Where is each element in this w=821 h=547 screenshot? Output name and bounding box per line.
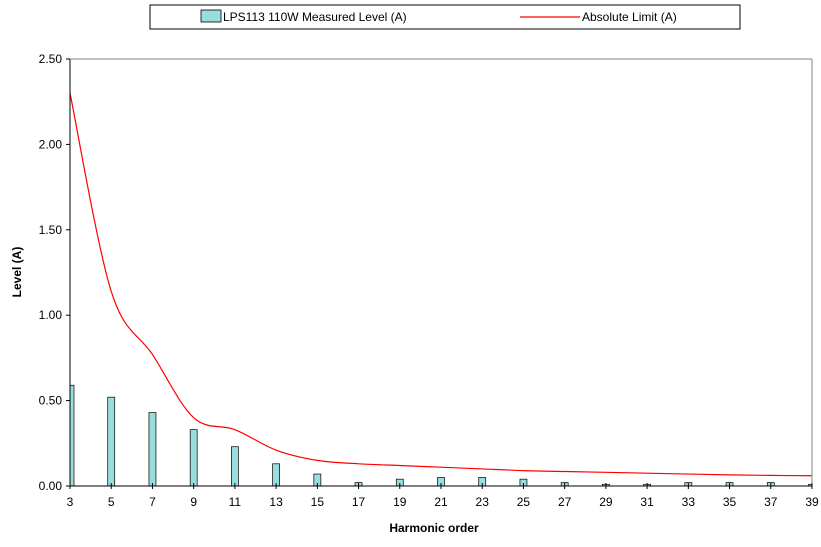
- bar-h9: [189, 429, 198, 487]
- x-tick-label: 25: [517, 495, 531, 509]
- y-tick-label: 1.00: [39, 308, 63, 322]
- x-tick-label: 35: [723, 495, 737, 509]
- legend-box: [149, 4, 741, 30]
- bar-h7: [148, 412, 157, 487]
- x-tick-label: 29: [599, 495, 613, 509]
- legend-swatch-measured-level: [200, 9, 222, 23]
- x-tick-label: 23: [476, 495, 490, 509]
- axes: [69, 58, 813, 487]
- y-tick-label: 0.50: [39, 394, 63, 408]
- x-tick-label: 13: [269, 495, 283, 509]
- bar-h5: [107, 396, 116, 487]
- x-tick-label: 19: [393, 495, 407, 509]
- x-tick-label: 5: [108, 495, 115, 509]
- x-axis-title: Harmonic order: [389, 521, 479, 535]
- y-tick-label: 2.50: [39, 52, 63, 66]
- x-tick-label: 7: [149, 495, 156, 509]
- bar-h11: [231, 446, 239, 487]
- y-tick-label: 1.50: [39, 223, 63, 237]
- x-tick-label: 39: [805, 495, 819, 509]
- x-axis-ticks: 3 5 7 9 11 13 15 17 19 21 23 25 27 29 31 33 35 37 39: [67, 483, 819, 509]
- x-tick-label: 31: [640, 495, 654, 509]
- legend-label-absolute-limit: Absolute Limit (A): [582, 10, 677, 24]
- bar-h3: [69, 384, 75, 487]
- x-tick-label: 15: [311, 495, 325, 509]
- plot-area: [69, 93, 813, 487]
- absolute-limit-line: [69, 93, 813, 477]
- x-tick-label: 11: [229, 495, 242, 509]
- x-tick-label: 17: [352, 495, 366, 509]
- x-tick-label: 21: [434, 495, 448, 509]
- y-axis-ticks: 0.00 0.50 1.00 1.50 2.00 2.50: [39, 52, 70, 493]
- x-tick-label: 37: [764, 495, 778, 509]
- x-tick-label: 9: [190, 495, 197, 509]
- legend: LPS113 110W Measured Level (A) Absolute …: [149, 4, 741, 30]
- y-axis-title: Level (A): [10, 247, 24, 298]
- x-tick-label: 33: [682, 495, 696, 509]
- y-tick-label: 2.00: [39, 137, 63, 151]
- x-tick-label: 3: [67, 495, 74, 509]
- x-tick-label: 27: [558, 495, 572, 509]
- bar-h13: [272, 463, 280, 487]
- legend-label-measured-level: LPS113 110W Measured Level (A): [223, 10, 407, 24]
- y-tick-label: 0.00: [39, 479, 63, 493]
